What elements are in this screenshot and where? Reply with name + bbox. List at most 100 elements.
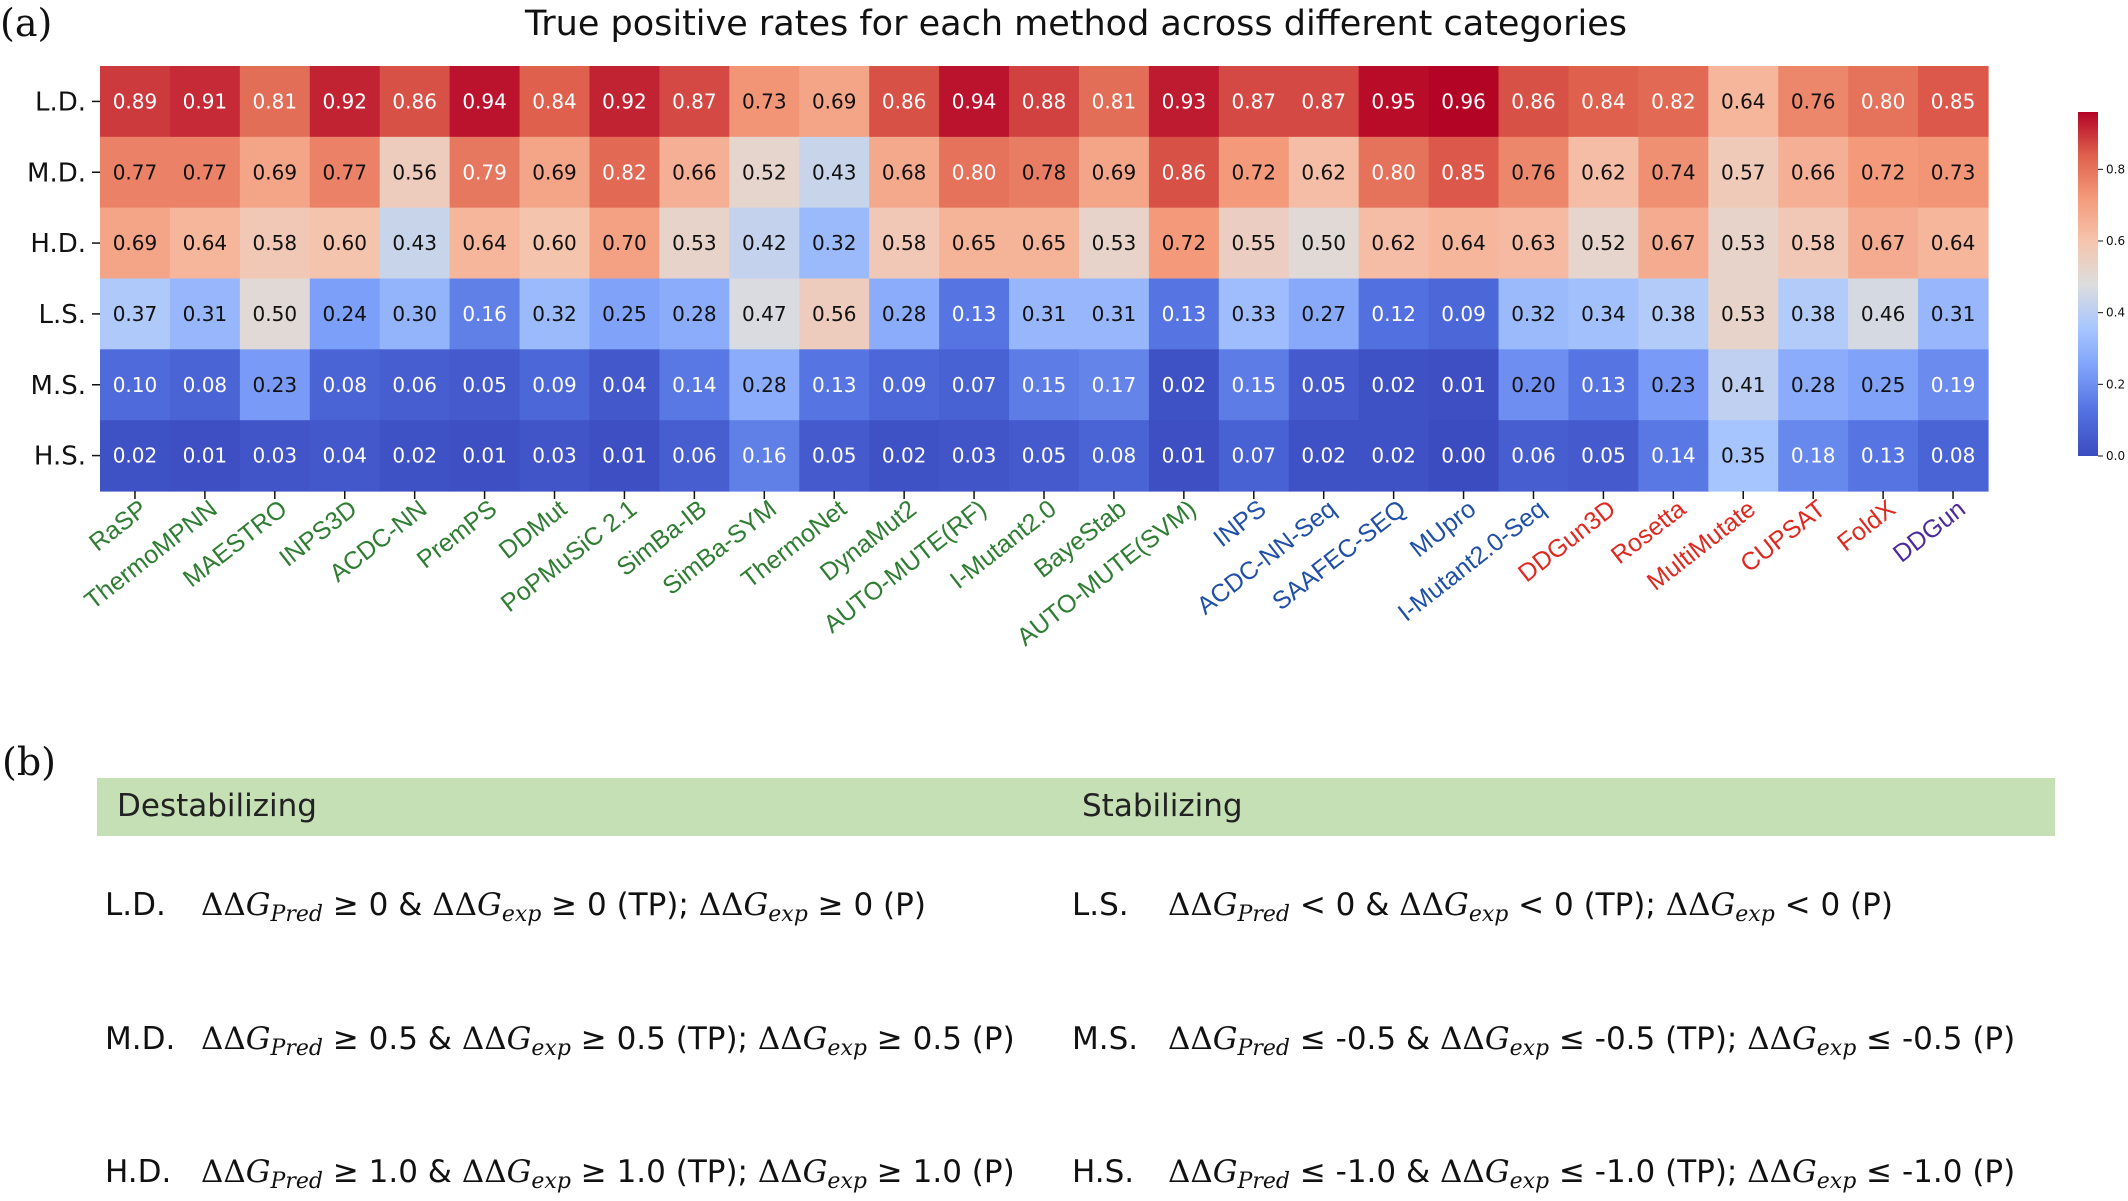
cell-value: 0.64 [1721,89,1766,113]
heatmap-cell [589,278,661,350]
cell-value: 0.27 [1301,302,1346,326]
cell-value: 0.01 [1441,373,1486,397]
heatmap-cell [659,136,730,209]
heatmap-cell [1498,349,1570,421]
cell-value: 0.02 [1371,373,1416,397]
cell-value: 0.32 [532,302,577,326]
heatmap-cell [1078,349,1150,421]
cell-value: 0.64 [462,231,507,255]
heatmap-cell [1358,66,1430,138]
heatmap-cell [1708,136,1779,209]
heatmap-cell [169,420,241,492]
heatmap-cell [869,66,940,138]
cell-value: 0.57 [1721,160,1766,184]
heatmap-cell [1288,349,1360,421]
heatmap-cell [1428,420,1500,492]
cell-value: 0.72 [1861,160,1906,184]
cell-value: 0.00 [1441,444,1486,468]
heatmap-cell [449,278,521,350]
heatmap-cell [1638,207,1709,280]
heatmap-cell [589,420,661,492]
heatmap-cell [1078,66,1150,138]
heatmap-cell [1918,420,1989,492]
heatmap-cell [1568,136,1639,209]
cell-value: 0.91 [183,89,228,113]
cell-value: 0.86 [1511,89,1556,113]
colorbar-gradient [2078,112,2098,456]
heatmap-cell [1918,207,1989,280]
heatmap-cell [379,66,451,138]
row-label: L.S. [38,300,86,330]
heatmap-cell [519,420,591,492]
heatmap-cell [169,278,241,350]
cell-value: 0.60 [322,231,367,255]
cell-value: 0.06 [392,373,437,397]
cell-value: 0.38 [1791,302,1836,326]
heatmap-cell [1638,349,1709,421]
cell-value: 0.08 [322,373,367,397]
cell-value: 0.67 [1861,231,1906,255]
heatmap-cell [1078,420,1150,492]
cell-value: 0.13 [952,302,997,326]
cell-value: 0.78 [1022,160,1067,184]
colorbar-tick-label: 0.8 [2106,162,2125,176]
cell-value: 0.13 [1162,302,1207,326]
heatmap-cell [1218,207,1290,280]
cell-value: 0.64 [183,231,228,255]
cell-value: 0.25 [602,302,647,326]
heatmap-cell [729,278,800,350]
cell-value: 0.05 [1581,444,1626,468]
heatmap-cell [1848,278,1919,350]
cell-value: 0.89 [113,89,158,113]
cell-value: 0.81 [1092,89,1137,113]
cell-value: 0.69 [812,89,857,113]
heatmap-cell [449,420,521,492]
heatmap-cell [1498,278,1570,350]
cell-value: 0.01 [183,444,228,468]
cell-value: 0.85 [1931,89,1976,113]
cell-value: 0.88 [1022,89,1067,113]
heatmap-cell [659,207,730,280]
heatmap-cell [939,349,1010,421]
cell-value: 0.19 [1931,373,1976,397]
heatmap-cell [1918,136,1989,209]
heatmap-cell [1778,66,1849,138]
cell-value: 0.53 [1092,231,1137,255]
cell-value: 0.85 [1441,160,1486,184]
heatmap-cell [869,349,940,421]
cell-value: 0.14 [1651,444,1696,468]
heatmap-cell [1078,207,1150,280]
cell-value: 0.02 [882,444,927,468]
heatmap-cell [1848,349,1919,421]
heatmap-cell [1009,136,1080,209]
heatmap-cell [1428,278,1500,350]
heatmap-cell [729,349,800,421]
heatmap-cell [1428,349,1500,421]
cell-value: 0.69 [253,160,298,184]
cell-value: 0.82 [1651,89,1696,113]
heatmap-cell [869,420,940,492]
cell-value: 0.15 [1232,373,1277,397]
cell-value: 0.64 [1441,231,1486,255]
heatmap-cell [939,278,1010,350]
cell-value: 0.70 [602,231,647,255]
cell-value: 0.05 [1022,444,1067,468]
heatmap-cell [379,207,451,280]
heatmap-cell [1848,420,1919,492]
heatmap-cell [799,66,870,138]
heatmap-cell [379,278,451,350]
heatmap-cell [1708,420,1779,492]
cell-value: 0.38 [1651,302,1696,326]
heatmap-cell [939,420,1010,492]
colorbar-tick-label: 0.4 [2106,306,2125,320]
cell-value: 0.58 [253,231,298,255]
heatmap-cell [799,420,870,492]
heatmap-cell [519,207,591,280]
heatmap-cell [1708,278,1779,350]
cell-value: 0.28 [882,302,927,326]
row-labels: L.D. M.D. H.D. L.S. M.S. H.S. [27,87,100,472]
heatmap-cell [1288,66,1360,138]
heatmap-cell [239,66,311,138]
cell-value: 0.74 [1651,160,1696,184]
cell-value: 0.05 [462,373,507,397]
